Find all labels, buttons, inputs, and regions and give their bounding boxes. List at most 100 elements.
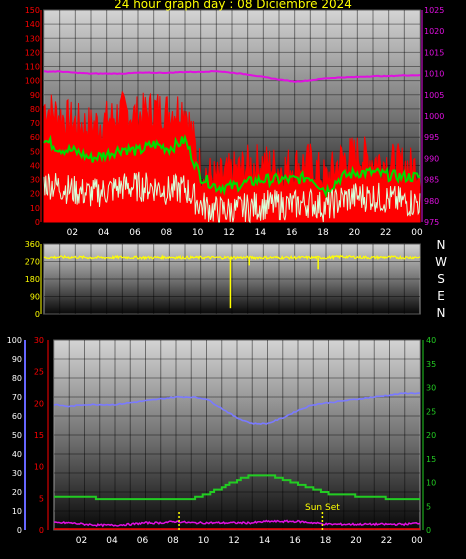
axis-tick-label: 0 [426, 526, 431, 535]
axis-tick-label: 100 [25, 77, 40, 86]
x-tick-label: 20 [350, 536, 362, 546]
axis-tick-label: 1000 [424, 112, 444, 121]
x-tick-label: 20 [349, 228, 361, 238]
axis-tick-label: 20 [30, 190, 40, 199]
axis-tick-label: 30 [34, 336, 44, 345]
x-tick-label: 10 [192, 228, 204, 238]
x-tick-label: 06 [137, 536, 149, 546]
axis-tick-label: 20 [426, 431, 436, 440]
x-tick-label: 18 [320, 536, 332, 546]
x-tick-label: 02 [76, 536, 87, 546]
x-tick-label: 12 [228, 536, 239, 546]
x-tick-label: 06 [129, 228, 141, 238]
axis-tick-label: 60 [12, 412, 22, 421]
series-rain [53, 519, 421, 528]
compass-label: N [436, 306, 446, 320]
x-tick-label: 18 [317, 228, 329, 238]
axis-tick-label: 1015 [424, 48, 444, 57]
axis-tick-label: 25 [34, 368, 44, 377]
axis-tick-label: 5 [426, 502, 431, 511]
axis-tick-label: 50 [30, 147, 40, 156]
axis-tick-label: 40 [426, 336, 436, 345]
axis-tick-label: 80 [30, 105, 40, 114]
series-temperature [53, 391, 421, 425]
sunset-label: Sun Set [305, 503, 340, 513]
series-wind-average [43, 133, 421, 199]
series-wind-minimum [43, 171, 421, 224]
x-tick-label: 16 [286, 228, 298, 238]
x-tick-label: 16 [289, 536, 301, 546]
series-dewpoint [54, 474, 420, 501]
axis-tick-label: 150 [25, 6, 40, 15]
axis-tick-label: 90 [30, 91, 40, 100]
axis-tick-label: 110 [25, 63, 40, 72]
axis-tick-label: 10 [30, 204, 40, 213]
axis-tick-label: 360 [25, 240, 40, 249]
axis-tick-label: 985 [424, 176, 439, 185]
axis-tick-label: 30 [30, 176, 40, 185]
x-tick-label: 14 [259, 536, 271, 546]
axis-tick-label: 25 [426, 407, 436, 416]
axis-tick-label: 995 [424, 133, 439, 142]
axis-tick-label: 1025 [424, 6, 444, 15]
x-tick-label: 08 [167, 536, 179, 546]
axis-tick-label: 180 [25, 275, 40, 284]
axis-tick-label: 980 [424, 197, 439, 206]
x-tick-label: 02 [67, 228, 78, 238]
axis-tick-label: 15 [426, 455, 436, 464]
axis-tick-label: 5 [39, 494, 44, 503]
axis-tick-label: 0 [35, 218, 40, 227]
axis-tick-label: 1020 [424, 27, 444, 36]
axis-tick-label: 30 [12, 469, 22, 478]
series-pressure [43, 69, 421, 83]
x-tick-label: 14 [255, 228, 267, 238]
axis-tick-label: 30 [426, 384, 436, 393]
axis-tick-label: 10 [12, 507, 22, 516]
x-tick-label: 10 [198, 536, 210, 546]
x-tick-label: 22 [380, 228, 391, 238]
axis-tick-label: 70 [30, 119, 40, 128]
axis-tick-label: 130 [25, 34, 40, 43]
axis-tick-label: 15 [34, 431, 44, 440]
x-tick-label: 00 [411, 536, 423, 546]
axis-tick-label: 140 [25, 20, 40, 29]
plot-area-2 [44, 244, 420, 314]
axis-tick-label: 270 [25, 258, 40, 267]
axis-tick-label: 50 [12, 431, 22, 440]
axis-tick-label: 10 [34, 463, 44, 472]
axis-tick-label: 35 [426, 360, 436, 369]
axis-tick-label: 990 [424, 154, 439, 163]
axis-tick-label: 100 [7, 336, 22, 345]
x-tick-label: 22 [381, 536, 392, 546]
x-tick-label: 12 [223, 228, 234, 238]
compass-label: N [436, 238, 446, 252]
plot-frame-3 [53, 339, 421, 531]
x-tick-label: 04 [106, 536, 118, 546]
axis-tick-label: 0 [35, 310, 40, 319]
axis-tick-label: 70 [12, 393, 22, 402]
axis-tick-label: 1010 [424, 70, 444, 79]
compass-label: W [435, 255, 447, 269]
axis-tick-label: 80 [12, 374, 22, 383]
compass-label: S [437, 272, 445, 286]
axis-tick-label: 120 [25, 48, 40, 57]
axis-tick-label: 20 [12, 488, 22, 497]
plot-frame-2 [43, 243, 421, 315]
axis-tick-label: 40 [12, 450, 22, 459]
axis-tick-label: 1005 [424, 91, 444, 100]
x-tick-label: 00 [411, 228, 423, 238]
axis-tick-label: 90 [30, 293, 40, 302]
compass-label: E [437, 289, 445, 303]
axis-tick-label: 975 [424, 218, 439, 227]
axis-tick-label: 0 [39, 526, 44, 535]
axis-tick-label: 90 [12, 355, 22, 364]
x-tick-label: 08 [161, 228, 173, 238]
axis-tick-label: 40 [30, 161, 40, 170]
axis-tick-label: 20 [34, 399, 44, 408]
page-title: 24 hour graph day : 08 Diciembre 2024 [114, 0, 352, 11]
axis-tick-label: 60 [30, 133, 40, 142]
x-tick-label: 04 [98, 228, 110, 238]
axis-tick-label: 10 [426, 479, 436, 488]
